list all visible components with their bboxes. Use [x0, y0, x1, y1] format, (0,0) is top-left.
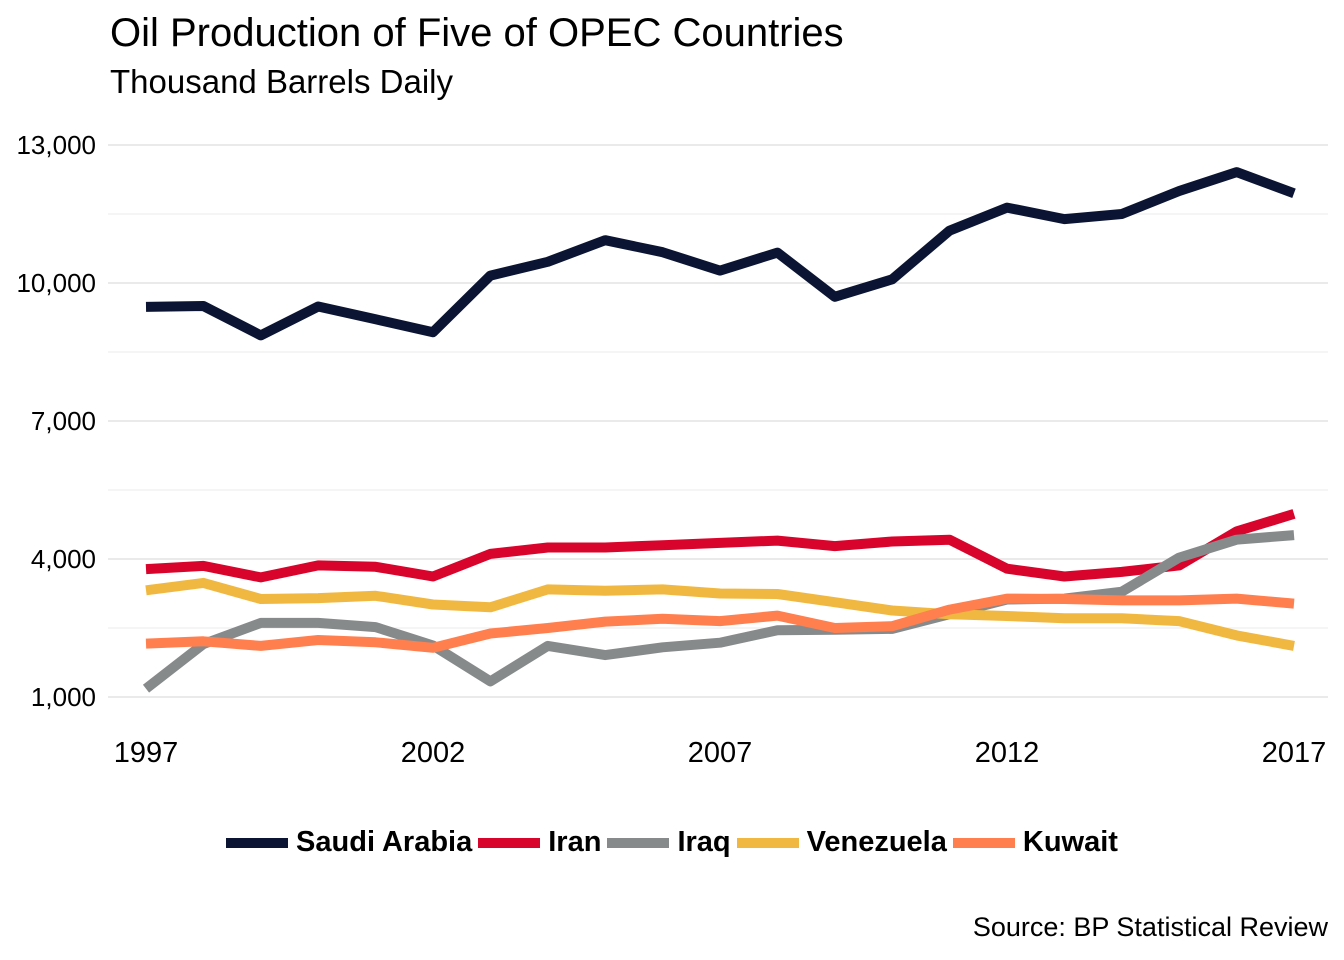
legend-key-iran [478, 837, 541, 848]
legend-key-iraq [607, 837, 670, 848]
series-lines [142, 167, 1296, 693]
legend-label-kuwait: Kuwait [1022, 826, 1118, 858]
x-tick-label: 1997 [114, 737, 179, 769]
source-caption: Source: BP Statistical Review [972, 912, 1328, 942]
legend-label-saudi-arabia: Saudi Arabia [296, 826, 473, 858]
legend-label-iran: Iran [548, 826, 602, 858]
gridlines [108, 144, 1328, 698]
series-line-iraq [142, 530, 1295, 693]
x-tick-label: 2002 [401, 737, 466, 769]
y-tick-label: 4,000 [31, 544, 96, 574]
y-tick-label: 13,000 [16, 130, 96, 160]
x-tick-label: 2007 [688, 737, 753, 769]
y-axis-tick-labels: 1,000 4,000 7,000 10,000 13,000 [16, 130, 96, 712]
legend-item-kuwait: Kuwait [952, 826, 1118, 859]
x-axis-tick-labels: 1997 2002 2007 2012 2017 [114, 737, 1327, 769]
legend-item-saudi-arabia: Saudi Arabia [226, 826, 472, 859]
legend-item-iran: Iran [478, 826, 601, 859]
legend-key-kuwait [952, 837, 1015, 848]
x-tick-label: 2012 [975, 737, 1040, 769]
legend-item-venezuela: Venezuela [736, 826, 947, 859]
legend-key-venezuela [736, 837, 799, 848]
series-line-iran [145, 509, 1296, 583]
legend-label-venezuela: Venezuela [806, 826, 947, 858]
x-tick-label: 2017 [1262, 737, 1327, 769]
chart-title: Oil Production of Five of OPEC Countries [110, 11, 844, 55]
legend-item-iraq: Iraq [607, 826, 731, 859]
series-line-venezuela [145, 577, 1295, 651]
series-line-kuwait [145, 593, 1295, 653]
chart-subtitle: Thousand Barrels Daily [110, 63, 453, 100]
legend: Saudi Arabia Iran Iraq Venezuela Kuwait [0, 826, 1344, 859]
y-tick-label: 7,000 [31, 406, 96, 436]
y-tick-label: 10,000 [16, 268, 96, 298]
legend-key-saudi-arabia [226, 837, 289, 848]
line-chart: 1,000 4,000 7,000 10,000 13,000 1997 2002 2007… [16, 130, 1328, 769]
legend-label-iraq: Iraq [677, 826, 731, 858]
y-tick-label: 1,000 [31, 682, 96, 712]
series-line-saudi-arabia [145, 167, 1296, 341]
